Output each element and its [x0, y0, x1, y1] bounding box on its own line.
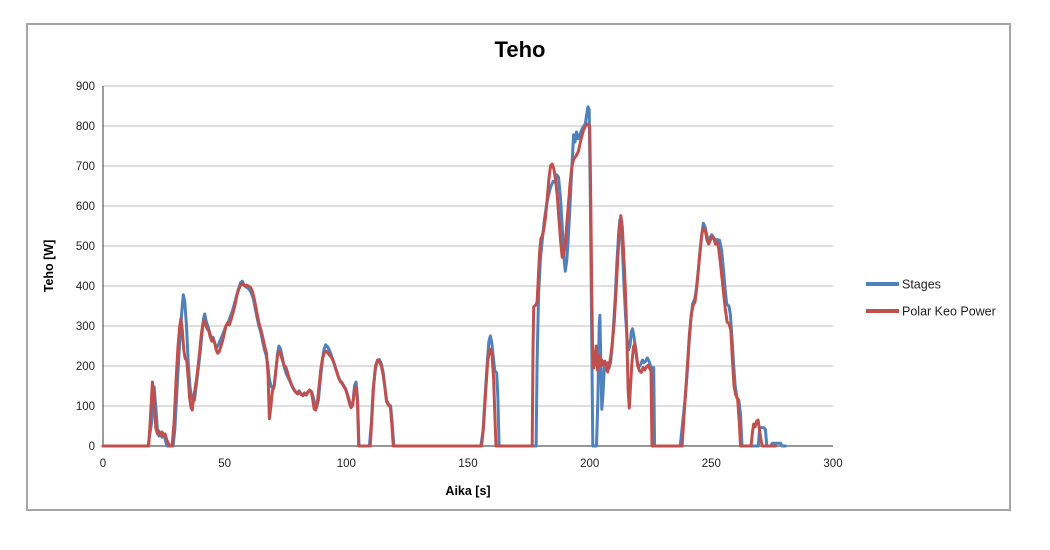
y-tick-label-900: 900 — [76, 81, 95, 93]
y-tick-label-100: 100 — [76, 401, 95, 413]
x-tick-label-50: 50 — [218, 458, 231, 470]
data-series — [101, 105, 787, 448]
legend: Stages Polar Keo Power — [866, 278, 996, 319]
y-axis-title: Teho [W] — [42, 240, 56, 293]
y-tick-label-600: 600 — [76, 201, 95, 213]
y-tick-label-700: 700 — [76, 161, 95, 173]
y-tick-label-500: 500 — [76, 241, 95, 253]
tick-labels: 0 100 200 300 400 500 600 700 800 900 0 50 100 150 200… — [76, 81, 843, 470]
x-tick-label-100: 100 — [337, 458, 356, 470]
x-tick-label-300: 300 — [823, 458, 842, 470]
x-tick-label-200: 200 — [580, 458, 599, 470]
gridlines — [103, 85, 833, 407]
y-tick-label-200: 200 — [76, 361, 95, 373]
chart-title: Teho — [495, 37, 546, 62]
legend-label-polar-keo-power: Polar Keo Power — [902, 305, 996, 319]
legend-label-stages: Stages — [902, 278, 941, 292]
series-line-stages — [101, 105, 787, 448]
y-tick-label-300: 300 — [76, 321, 95, 333]
x-axis-title: Aika [s] — [445, 484, 490, 498]
y-tick-label-800: 800 — [76, 121, 95, 133]
chart-outer-border — [26, 23, 1011, 511]
series-line-polar-keo-power — [101, 122, 778, 448]
y-tick-label-400: 400 — [76, 281, 95, 293]
x-tick-label-150: 150 — [458, 458, 477, 470]
y-tick-label-0: 0 — [89, 441, 95, 453]
x-tick-label-0: 0 — [100, 458, 106, 470]
x-tick-label-250: 250 — [702, 458, 721, 470]
